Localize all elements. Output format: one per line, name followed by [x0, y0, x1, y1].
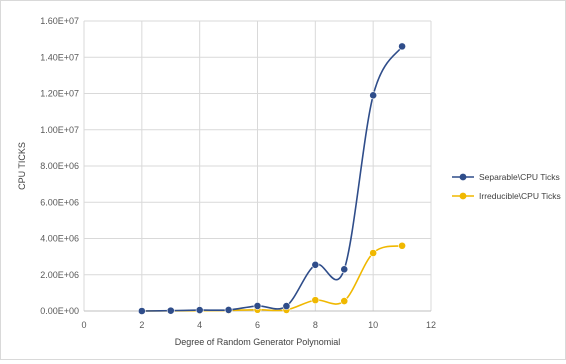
legend-marker-irreducible [459, 192, 467, 200]
y-tick-label: 4.00E+06 [40, 234, 79, 244]
y-tick-label: 1.00E+07 [40, 125, 79, 135]
data-point-irreducible [398, 241, 406, 250]
x-tick-label: 10 [368, 320, 378, 330]
data-point-separable [369, 91, 378, 100]
data-point-separable [224, 306, 233, 314]
data-point-separable [282, 302, 291, 311]
legend-label-irreducible: Irreducible\CPU Ticks [479, 191, 561, 201]
data-point-irreducible [311, 296, 320, 305]
series-line-separable [141, 45, 403, 312]
data-point-separable [137, 307, 146, 315]
data-point-separable [311, 260, 320, 269]
data-point-separable [340, 265, 349, 274]
y-tick-label: 8.00E+06 [40, 161, 79, 171]
data-point-irreducible [369, 249, 378, 257]
y-axis-title: CPU TICKS [17, 142, 27, 190]
y-tick-label: 0.00E+00 [40, 306, 79, 316]
x-tick-label: 12 [426, 320, 436, 330]
x-tick-label: 4 [197, 320, 202, 330]
x-tick-label: 6 [255, 320, 260, 330]
x-axis-title: Degree of Random Generator Polynomial [175, 337, 341, 347]
data-point-separable [398, 42, 406, 51]
data-point-separable [195, 306, 204, 314]
y-tick-label: 6.00E+06 [40, 197, 79, 207]
legend-marker-separable [459, 173, 467, 181]
data-point-separable [166, 306, 175, 315]
x-tick-label: 2 [139, 320, 144, 330]
series-line-irreducible [141, 244, 403, 312]
legend-label-separable: Separable\CPU Ticks [479, 172, 560, 182]
x-tick-label: 0 [81, 320, 86, 330]
y-tick-label: 2.00E+06 [40, 270, 79, 280]
data-point-separable [253, 302, 262, 310]
data-point-irreducible [340, 297, 349, 305]
y-tick-label: 1.20E+07 [40, 89, 79, 99]
y-tick-label: 1.40E+07 [40, 52, 79, 62]
x-tick-label: 8 [313, 320, 318, 330]
y-tick-label: 1.60E+07 [40, 16, 79, 26]
